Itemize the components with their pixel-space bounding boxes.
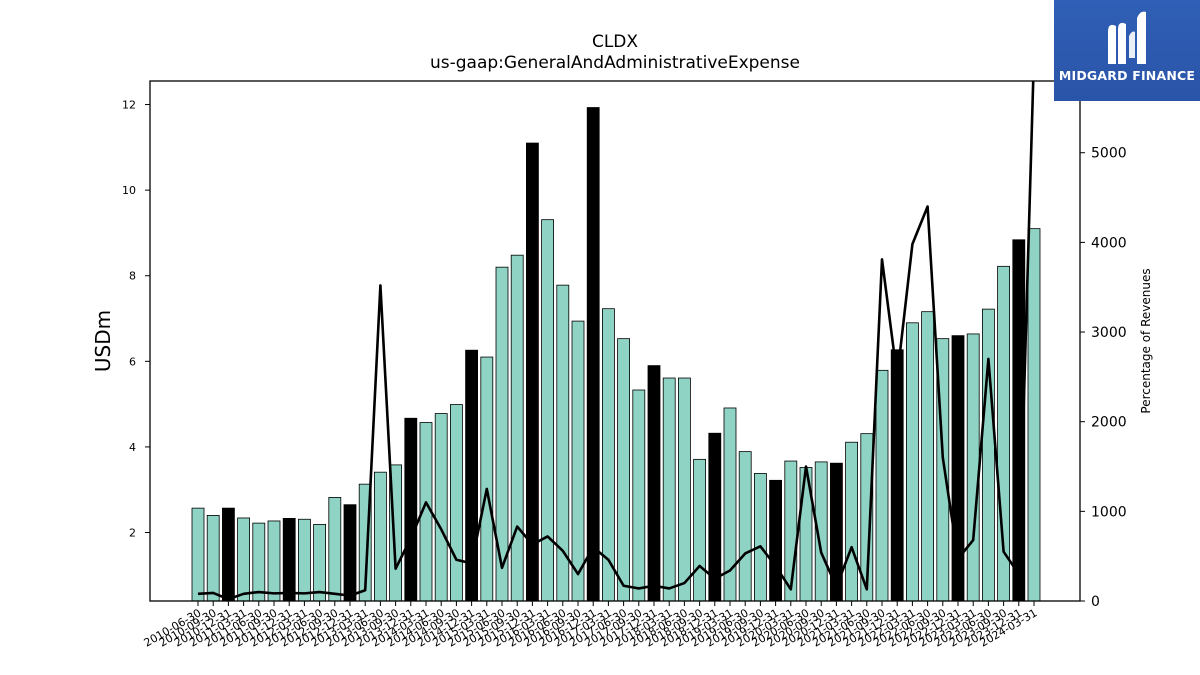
bar-2017-06-30 [617, 338, 630, 602]
percentage-line-series [197, 81, 1035, 601]
bar-2015-03-31 [480, 356, 494, 602]
bar-2012-06-30 [313, 523, 327, 602]
bar-2018-06-30 [678, 377, 691, 602]
bar-2011-12-31 [282, 518, 296, 602]
bar-2018-09-30 [693, 458, 706, 602]
bar-2015-12-31 [526, 142, 539, 602]
bar-2022-12-31 [951, 335, 965, 602]
percentage-of-revenues-line [197, 81, 1035, 601]
y-left-tick-label: 4 [129, 441, 136, 454]
bar-2019-09-30 [754, 473, 767, 602]
bar-2013-06-30 [373, 471, 387, 602]
chart-subtitle: us-gaap:GeneralAndAdministrativeExpense [430, 53, 800, 73]
bar-2016-03-31 [541, 219, 554, 602]
brand-logo: MIDGARD FINANCE [1054, 0, 1200, 101]
y-right-tick-label: 5000 [1091, 146, 1127, 162]
midgard-logo-icon [1108, 11, 1146, 65]
bar-2012-09-30 [328, 497, 342, 602]
bar-2022-03-31 [906, 322, 919, 602]
bar-2016-12-31 [586, 107, 600, 602]
y-left-tick-label: 6 [129, 355, 136, 368]
bar-2023-06-30 [982, 308, 995, 602]
y-left-tick-label: 2 [129, 527, 136, 540]
bar-2010-06-30 [191, 507, 205, 602]
bar-2012-12-31 [343, 504, 357, 602]
plot-frame [149, 80, 1081, 602]
bar-2021-12-31 [890, 349, 904, 602]
bar-2011-09-30 [267, 520, 281, 602]
bar-2016-09-30 [571, 320, 585, 602]
bar-2021-03-31 [845, 441, 858, 602]
y-left-tick-label: 8 [129, 270, 136, 283]
bar-2019-12-31 [769, 479, 782, 602]
chart-title: CLDX [591, 32, 639, 52]
y-left-tick-label: 12 [122, 99, 136, 112]
bar-2019-06-30 [738, 451, 752, 602]
bar-2017-12-31 [647, 365, 661, 602]
y-right-tick-label: 0 [1091, 594, 1100, 610]
y-left-tick-label: 10 [122, 184, 136, 197]
bar-2011-03-31 [237, 517, 251, 602]
bar-2010-12-31 [221, 507, 235, 602]
bar-2023-03-31 [966, 333, 980, 602]
bar-2022-06-30 [921, 311, 934, 602]
bar-2014-06-30 [434, 413, 448, 602]
bar-2017-09-30 [632, 389, 646, 602]
bar-2016-06-30 [556, 284, 570, 602]
bar-2012-03-31 [297, 518, 311, 602]
bar-series [191, 107, 1041, 602]
axes: 246810120100020003000400050002010-06-302… [122, 80, 1127, 650]
bar-2011-06-30 [252, 522, 266, 602]
y-right-tick-label: 4000 [1091, 235, 1127, 251]
y-right-tick-label: 3000 [1091, 325, 1127, 341]
brand-logo-text: MIDGARD FINANCE [1058, 68, 1196, 83]
y-axis-label-right: Percentage of Revenues [1139, 268, 1153, 413]
y-right-tick-label: 1000 [1091, 504, 1127, 520]
bar-2015-09-30 [510, 254, 524, 602]
bar-2010-09-30 [206, 515, 220, 602]
bar-2013-12-31 [404, 417, 418, 602]
y-axis-label-left: USDm [91, 310, 115, 372]
bar-2021-09-30 [875, 369, 889, 602]
bar-2014-09-30 [449, 404, 463, 602]
y-right-tick-label: 2000 [1091, 415, 1127, 431]
bar-2018-03-31 [662, 377, 676, 602]
bar-2024-03-31 [1027, 228, 1041, 602]
